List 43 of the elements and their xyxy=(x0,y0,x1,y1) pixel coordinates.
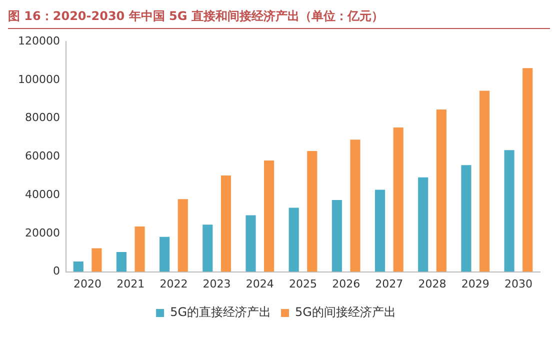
x-tick-label: 2028 xyxy=(418,277,446,290)
y-tick-label: 100000 xyxy=(18,72,60,86)
bar xyxy=(436,110,446,272)
y-tick-label: 40000 xyxy=(24,188,60,201)
bar xyxy=(73,261,84,272)
bar xyxy=(116,252,127,272)
legend-label: 5G的间接经济产出 xyxy=(295,305,396,320)
y-tick-label: 20000 xyxy=(24,226,60,240)
bar xyxy=(220,176,232,272)
x-tick-label: 2029 xyxy=(461,277,490,290)
bar xyxy=(461,165,472,272)
y-tick-label: 120000 xyxy=(18,34,60,48)
bar xyxy=(264,160,274,272)
x-tick-label: 2024 xyxy=(246,277,274,290)
bar xyxy=(202,224,213,272)
y-tick-label: 0 xyxy=(52,264,60,278)
x-tick-label: 2023 xyxy=(202,277,231,290)
legend-label: 5G的直接经济产出 xyxy=(170,305,272,320)
bar xyxy=(479,90,490,272)
x-tick-label: 2022 xyxy=(160,277,188,290)
bar xyxy=(246,215,256,272)
x-tick-label: 2021 xyxy=(116,277,145,290)
y-tick-label: 60000 xyxy=(24,150,60,163)
bar xyxy=(92,248,102,272)
bar xyxy=(178,199,188,272)
bar xyxy=(522,68,533,272)
x-tick-label: 2026 xyxy=(332,277,360,290)
bar xyxy=(418,177,428,272)
bar xyxy=(374,190,386,272)
bar xyxy=(307,150,318,272)
x-tick-label: 2025 xyxy=(288,277,317,290)
bar xyxy=(393,128,404,272)
bar xyxy=(288,208,299,272)
chart-title: 图 16：2020-2030 年中国 5G 直接和间接经济产出（单位：亿元） xyxy=(8,8,550,29)
y-tick-label: 80000 xyxy=(24,111,60,124)
bar xyxy=(134,226,145,272)
bar xyxy=(160,236,170,272)
bar xyxy=(350,140,360,272)
x-tick-label: 2020 xyxy=(74,277,102,290)
x-tick-label: 2030 xyxy=(504,277,532,290)
x-tick-label: 2027 xyxy=(375,277,404,290)
bar xyxy=(332,200,342,272)
bar xyxy=(504,150,514,272)
